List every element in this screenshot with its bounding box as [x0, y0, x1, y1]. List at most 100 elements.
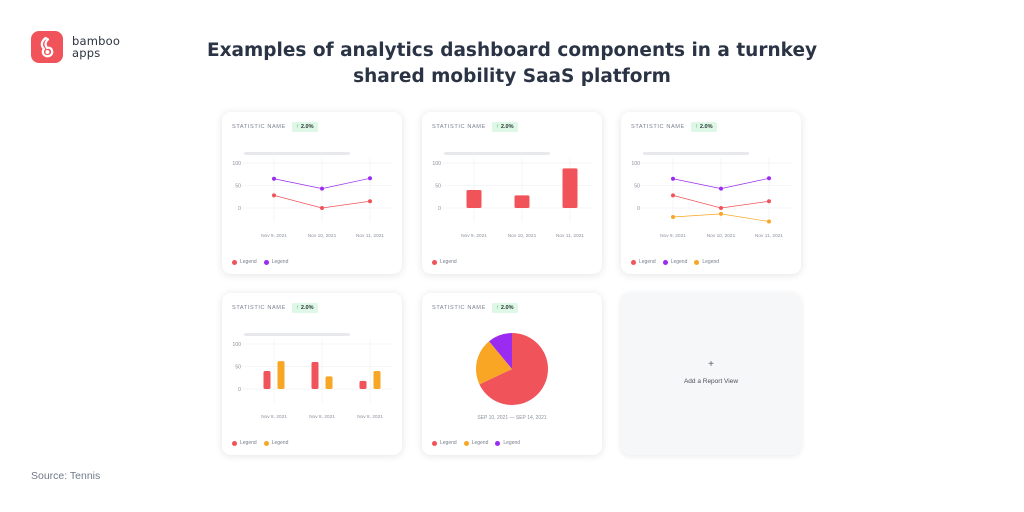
y-tick-label: 50: [634, 183, 640, 189]
y-tick-label: 50: [235, 364, 241, 370]
arrow-up-icon: ↑: [495, 124, 499, 130]
legend-item[interactable]: Legend: [432, 259, 457, 265]
legend-dot: [631, 259, 636, 265]
data-point: [767, 199, 771, 204]
change-badge: ↑ 2.0%: [491, 303, 518, 313]
brand-name: bamboo apps: [72, 35, 120, 59]
x-tick-label: Nov 11, 2021: [356, 233, 385, 239]
card-header: STATISTIC NAME ↑ 2.0%: [432, 122, 518, 132]
x-tick-label: Nov 8, 2021: [261, 414, 287, 420]
change-badge: ↑ 2.0%: [690, 122, 717, 132]
x-tick-label: Nov 9, 2021: [261, 233, 287, 239]
change-badge: ↑ 2.0%: [491, 122, 518, 132]
data-point: [719, 206, 723, 210]
y-tick-label: 50: [235, 183, 241, 189]
chart-legend: Legend Legend: [232, 259, 295, 265]
brand-name-line2: apps: [72, 46, 101, 60]
chart-legend: Legend: [432, 259, 464, 265]
pie-slice: [476, 341, 512, 385]
line-chart-card-two-series[interactable]: STATISTIC NAME ↑ 2.0% 100 50 0 Nov 9, 2021 Nov …: [222, 112, 402, 274]
page-title-line1: Examples of analytics dashboard componen…: [206, 40, 818, 61]
line-chart-svg: 100 50 0 Nov 9, 2021 Nov 10, 2021 Nov 11, 202…: [232, 152, 392, 239]
arrow-up-icon: ↑: [495, 305, 499, 311]
legend-dot: [495, 440, 501, 446]
page-title: Examples of analytics dashboard componen…: [170, 38, 854, 90]
x-tick-label: Nov 11, 2021: [556, 233, 585, 239]
brand-logo: bamboo apps: [31, 31, 120, 63]
statistic-name-label: STATISTIC NAME: [232, 305, 286, 311]
data-point: [272, 193, 276, 198]
legend-item[interactable]: Legend: [463, 440, 489, 446]
legend-item[interactable]: Legend: [432, 440, 457, 446]
plus-icon: +: [708, 359, 714, 370]
legend-dot: [232, 259, 237, 265]
bar: [359, 380, 367, 389]
y-tick-label: 0: [637, 206, 640, 212]
legend-label: Legend: [440, 440, 457, 446]
y-tick-label: 100: [631, 161, 640, 167]
x-tick-label: Nov 8, 2021: [309, 414, 335, 420]
statistic-name-label: STATISTIC NAME: [432, 124, 486, 130]
legend-item[interactable]: Legend: [662, 259, 688, 265]
page-title-line2: shared mobility SaaS platform: [353, 66, 671, 87]
x-tick-label: Nov 11, 2021: [755, 233, 784, 239]
legend-dot: [662, 259, 668, 265]
bar-chart-svg: 100 50 0 Nov 9, 2021 Nov 10, 2021 Nov 11, 202…: [432, 152, 592, 239]
bar: [514, 195, 530, 208]
data-point: [272, 176, 276, 181]
data-point: [671, 193, 675, 198]
card-header: STATISTIC NAME ↑ 2.0%: [432, 303, 518, 313]
change-badge: ↑ 2.0%: [291, 303, 318, 313]
bamboo-logo-icon: [31, 31, 63, 63]
chart-title-placeholder: [244, 333, 350, 336]
legend-label: Legend: [471, 440, 489, 446]
x-tick-label: Nov 10, 2021: [308, 233, 337, 239]
y-tick-label: 100: [432, 161, 441, 167]
legend-dot: [432, 440, 437, 446]
legend-item[interactable]: Legend: [631, 259, 656, 265]
y-tick-label: 0: [238, 387, 241, 393]
bar: [325, 376, 333, 389]
y-tick-label: 100: [232, 342, 241, 348]
legend-item[interactable]: Legend: [694, 259, 719, 265]
arrow-up-icon: ↑: [295, 305, 299, 311]
legend-item[interactable]: Legend: [232, 259, 257, 265]
legend-dot: [263, 259, 269, 265]
pie-slice: [489, 333, 512, 369]
chart-title-placeholder: [244, 152, 350, 155]
x-tick-label: Nov 10, 2021: [508, 233, 537, 239]
chart-legend: Legend Legend Legend: [432, 440, 527, 446]
add-report-view-card[interactable]: + Add a Report View: [621, 293, 801, 455]
legend-dot: [463, 440, 469, 446]
bar: [311, 362, 319, 389]
arrow-up-icon: ↑: [694, 124, 698, 130]
y-tick-label: 0: [238, 206, 241, 212]
legend-item[interactable]: Legend: [263, 440, 288, 446]
legend-label: Legend: [670, 259, 688, 265]
chart-title-placeholder: [444, 152, 550, 155]
chart-legend: Legend Legend: [232, 440, 295, 446]
change-badge: ↑ 2.0%: [291, 122, 318, 132]
legend-item[interactable]: Legend: [495, 440, 520, 446]
bar: [277, 361, 285, 389]
line-chart-card-three-series[interactable]: STATISTIC NAME ↑ 2.0% 100 50 0 Nov 9, 2021 Nov …: [621, 112, 801, 274]
change-badge-value: 2.0%: [500, 305, 514, 311]
card-header: STATISTIC NAME ↑ 2.0%: [232, 303, 318, 313]
legend-dot: [263, 440, 269, 446]
date-range-caption: SEP 10, 2021 — SEP 14, 2021: [477, 415, 547, 421]
y-tick-label: 0: [438, 206, 441, 212]
data-point: [671, 176, 675, 181]
legend-item[interactable]: Legend: [232, 440, 257, 446]
bar-chart-card-grouped[interactable]: STATISTIC NAME ↑ 2.0% 100 50 0 Nov 8, 2021 Nov …: [222, 293, 402, 455]
pie-chart-card[interactable]: STATISTIC NAME ↑ 2.0% SEP 10, 2021 — SEP 14…: [422, 293, 602, 455]
bar-chart-card-single-series[interactable]: STATISTIC NAME ↑ 2.0% 100 50 0 Nov 9, 2021 Nov …: [422, 112, 602, 274]
change-badge-value: 2.0%: [300, 305, 314, 311]
bar: [562, 168, 578, 208]
pie-chart-svg: SEP 10, 2021 — SEP 14, 2021: [476, 333, 548, 421]
legend-item[interactable]: Legend: [263, 259, 288, 265]
data-point: [767, 219, 771, 224]
bar: [373, 371, 381, 389]
bar: [466, 190, 482, 208]
data-point: [767, 176, 771, 181]
card-header: STATISTIC NAME ↑ 2.0%: [631, 122, 717, 132]
